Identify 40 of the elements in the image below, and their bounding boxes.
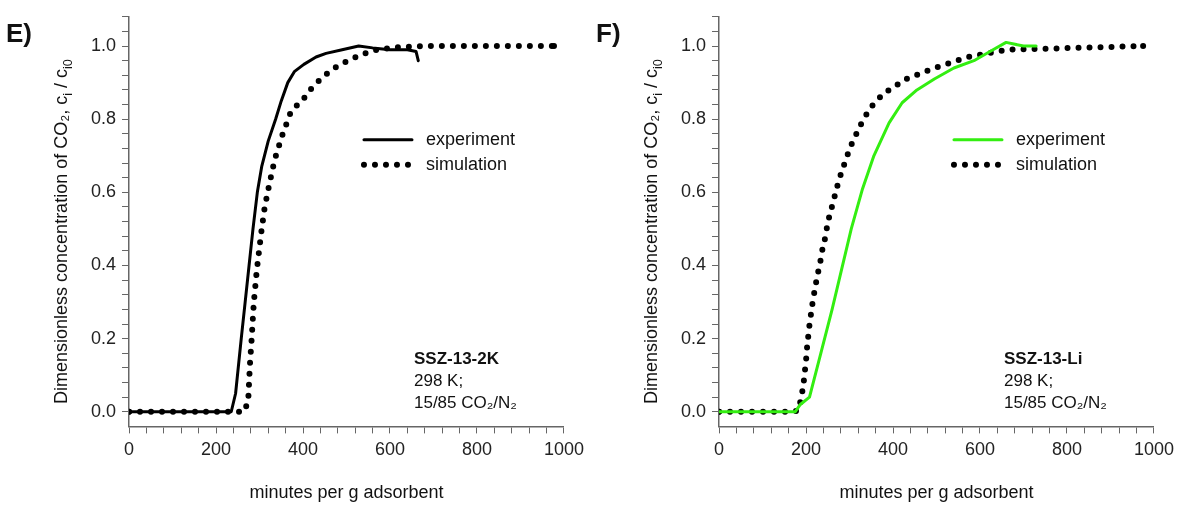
annotation: 298 K; (413, 371, 464, 391)
chart-title: F) (596, 18, 621, 48)
y-tick-label: 0.2 (680, 327, 707, 348)
x-tick-label: 800 (1051, 439, 1083, 460)
annotation: 15/85 CO₂/N₂ (413, 393, 517, 413)
legend-label: experiment (1015, 128, 1106, 149)
x-tick-label: 600 (374, 439, 406, 460)
x-tick-label: 1000 (543, 439, 584, 460)
legend-label: simulation (1015, 153, 1098, 174)
x-tick-label: 400 (877, 439, 909, 460)
annotation: SSZ-13-Li (1003, 349, 1083, 369)
y-tick-label: 0.6 (680, 181, 707, 202)
y-tick-label: 0.4 (680, 254, 707, 275)
y-tick-label: 0.4 (90, 254, 117, 275)
y-tick-label: 0.0 (680, 400, 707, 421)
x-tick-label: 400 (287, 439, 319, 460)
x-tick-label: 200 (200, 439, 232, 460)
y-tick-label: 1.0 (90, 35, 117, 56)
x-tick-label: 0 (124, 439, 135, 460)
annotation: SSZ-13-2K (413, 349, 500, 369)
annotation: 298 K; (1003, 371, 1054, 391)
x-tick-label: 800 (461, 439, 493, 460)
y-tick-label: 0.8 (90, 108, 117, 129)
x-tick-label: 0 (714, 439, 725, 460)
x-axis-title: minutes per g adsorbent (249, 482, 444, 502)
x-tick-label: 200 (790, 439, 822, 460)
x-tick-label: 1000 (1133, 439, 1174, 460)
legend-label: simulation (425, 153, 508, 174)
y-tick-label: 0.8 (680, 108, 707, 129)
x-axis-title: minutes per g adsorbent (839, 482, 1034, 502)
y-tick-label: 0.2 (90, 327, 117, 348)
chart-title: E) (6, 18, 32, 48)
legend-label: experiment (425, 128, 516, 149)
y-tick-label: 1.0 (680, 35, 707, 56)
y-tick-label: 0.6 (90, 181, 117, 202)
y-axis-title: Dimensionless concentration of CO₂, ci / ci0 (51, 59, 76, 404)
annotation: 15/85 CO₂/N₂ (1003, 393, 1107, 413)
y-axis-title: Dimensionless concentration of CO₂, ci / ci0 (641, 59, 666, 404)
x-tick-label: 600 (964, 439, 996, 460)
y-tick-label: 0.0 (90, 400, 117, 421)
